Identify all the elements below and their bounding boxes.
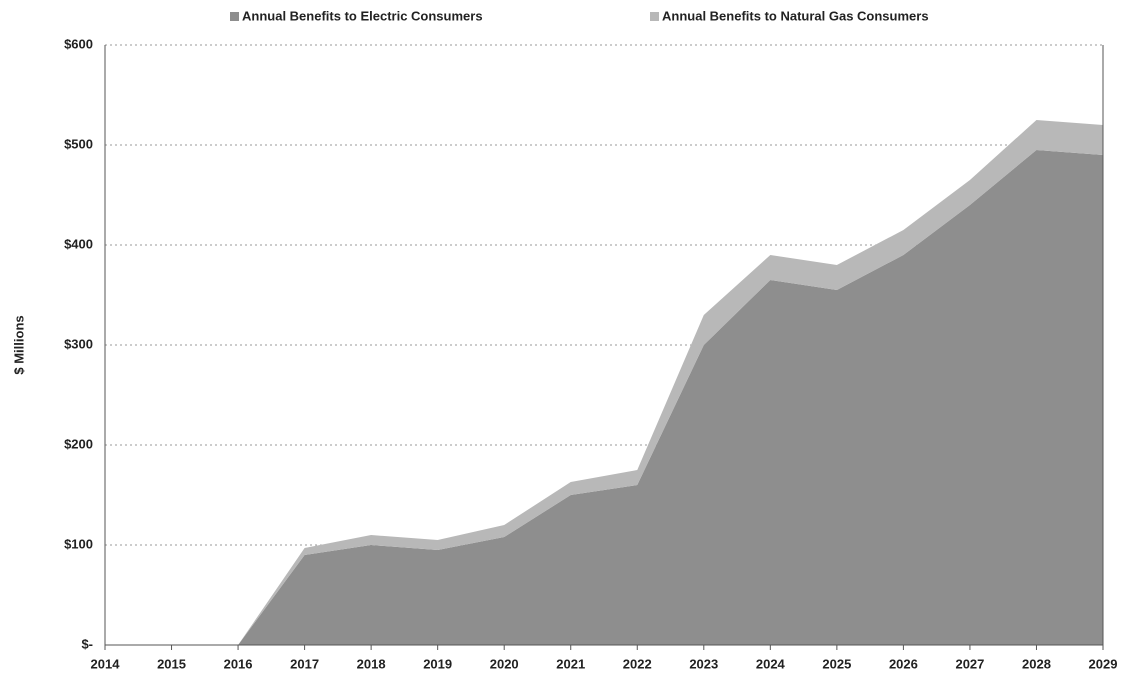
y-tick-label: $500 xyxy=(64,136,93,151)
y-tick-label: $200 xyxy=(64,436,93,451)
x-tick-label: 2018 xyxy=(357,656,386,671)
y-tick-label: $300 xyxy=(64,336,93,351)
area xyxy=(105,150,1103,645)
x-tick-label: 2029 xyxy=(1089,656,1118,671)
x-tick-label: 2027 xyxy=(955,656,984,671)
x-tick-label: 2019 xyxy=(423,656,452,671)
legend-label: Annual Benefits to Natural Gas Consumers xyxy=(662,8,929,23)
x-tick-label: 2015 xyxy=(157,656,186,671)
x-tick-label: 2014 xyxy=(91,656,121,671)
y-tick-label: $400 xyxy=(64,236,93,251)
y-axis-label: $ Millions xyxy=(11,315,26,374)
x-tick-label: 2016 xyxy=(224,656,253,671)
x-tick-label: 2028 xyxy=(1022,656,1051,671)
x-tick-label: 2022 xyxy=(623,656,652,671)
x-tick-label: 2025 xyxy=(822,656,851,671)
x-tick-label: 2020 xyxy=(490,656,519,671)
y-tick-label: $- xyxy=(81,636,93,651)
legend-label: Annual Benefits to Electric Consumers xyxy=(242,8,483,23)
area xyxy=(105,120,1103,645)
x-tick-label: 2023 xyxy=(689,656,718,671)
x-tick-label: 2026 xyxy=(889,656,918,671)
y-tick-label: $100 xyxy=(64,536,93,551)
legend-swatch xyxy=(650,12,659,21)
y-tick-label: $600 xyxy=(64,36,93,51)
legend-swatch xyxy=(230,12,239,21)
x-tick-label: 2024 xyxy=(756,656,786,671)
x-tick-label: 2017 xyxy=(290,656,319,671)
x-tick-label: 2021 xyxy=(556,656,585,671)
